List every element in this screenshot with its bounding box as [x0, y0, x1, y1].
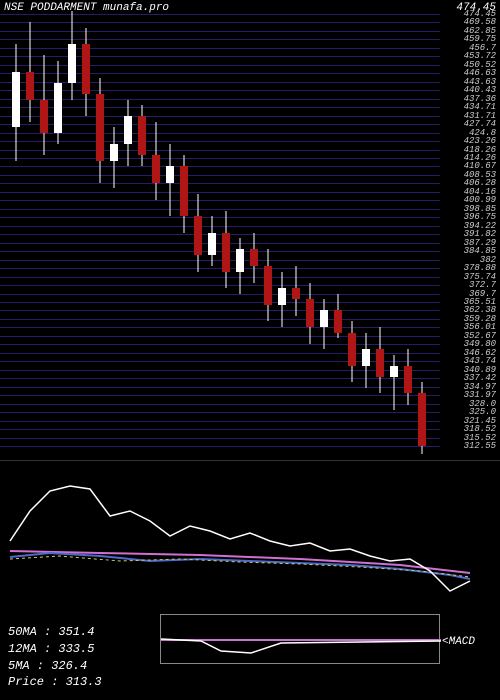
candle: [124, 0, 132, 460]
candle: [334, 0, 342, 460]
candle: [404, 0, 412, 460]
price-label: Price : 313.3: [8, 674, 492, 691]
candle: [236, 0, 244, 460]
candle: [180, 0, 188, 460]
info-panel: 50MA : 351.4 12MA : 333.5 5MA : 326.4 Pr…: [0, 620, 500, 700]
candle: [110, 0, 118, 460]
ma50-label: 50MA : 351.4: [8, 624, 492, 641]
candle: [306, 0, 314, 460]
ma5-label: 5MA : 326.4: [8, 658, 492, 675]
candle: [166, 0, 174, 460]
candle: [292, 0, 300, 460]
ma12-label: 12MA : 333.5: [8, 641, 492, 658]
candle: [208, 0, 216, 460]
candle: [348, 0, 356, 460]
candle: [390, 0, 398, 460]
candle: [152, 0, 160, 460]
candle: [194, 0, 202, 460]
candle: [278, 0, 286, 460]
candle: [40, 0, 48, 460]
price-top-label: 474.45: [456, 2, 496, 14]
candle: [96, 0, 104, 460]
macd-chart: [0, 460, 500, 620]
candle: [26, 0, 34, 460]
candle: [320, 0, 328, 460]
y-axis-labels: 474.45469.58462.85459.75456.7453.72450.5…: [442, 0, 498, 460]
candle: [376, 0, 384, 460]
candle: [250, 0, 258, 460]
candlestick-chart: 474.45469.58462.85459.75456.7453.72450.5…: [0, 0, 500, 460]
candlestick-series: [0, 0, 440, 460]
ticker-label: NSE PODDARMENT munafa.pro: [4, 2, 169, 14]
macd-lines: [0, 461, 500, 621]
candle: [418, 0, 426, 460]
candle: [68, 0, 76, 460]
candle: [54, 0, 62, 460]
candle: [264, 0, 272, 460]
candle: [362, 0, 370, 460]
candle: [138, 0, 146, 460]
candle: [12, 0, 20, 460]
candle: [222, 0, 230, 460]
candle: [82, 0, 90, 460]
